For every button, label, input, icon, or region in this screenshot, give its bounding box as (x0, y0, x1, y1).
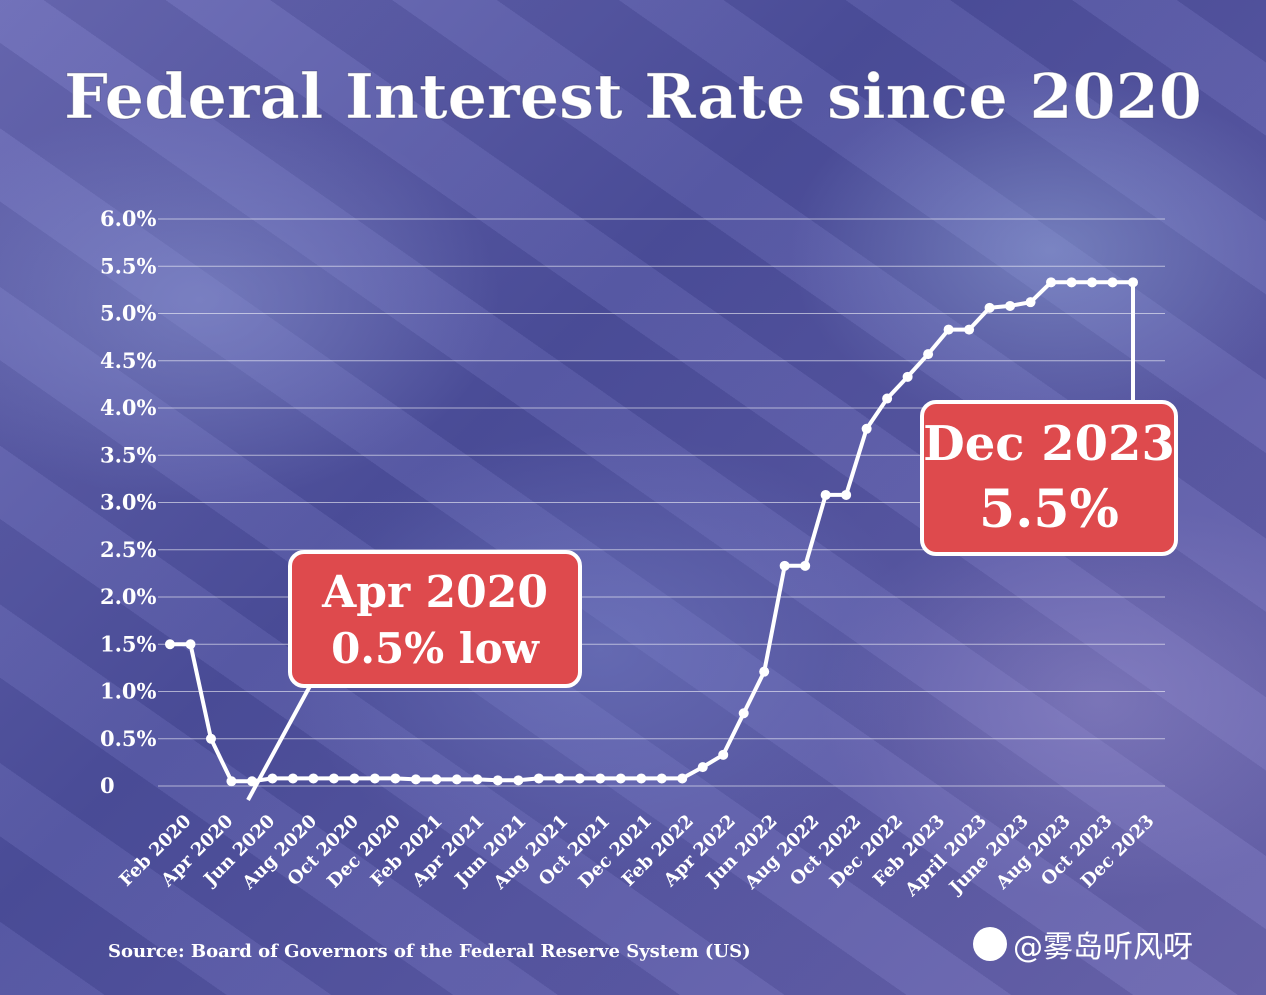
data-point (390, 773, 401, 784)
callout-1: Apr 2020 0.5% low (246, 550, 582, 801)
data-point (226, 776, 237, 787)
data-point (431, 774, 442, 785)
data-point (656, 773, 667, 784)
callout-box (920, 400, 1178, 556)
data-point (1066, 277, 1077, 288)
y-tick-label: 6.0% (100, 206, 157, 231)
y-tick-label: 2.0% (100, 584, 157, 609)
callout-title: Dec 2023 (923, 416, 1175, 472)
data-point (554, 773, 565, 784)
y-tick-label: 0.5% (100, 726, 157, 751)
rate-line-series (165, 277, 1138, 787)
y-tick-label: 4.0% (100, 395, 157, 420)
data-point (1025, 297, 1036, 308)
chart-title: Federal Interest Rate since 2020 (64, 60, 1202, 133)
data-point (841, 489, 852, 500)
data-point (820, 489, 831, 500)
watermark-text: @雾岛听风呀 (1013, 930, 1193, 965)
callout-value: 0.5% low (331, 624, 540, 673)
data-point (533, 773, 544, 784)
data-point (759, 666, 770, 677)
data-point (595, 773, 606, 784)
data-point (779, 560, 790, 571)
callouts: Apr 2020 0.5% low Dec 2023 5.5% (246, 400, 1178, 801)
data-point (451, 774, 462, 785)
callout-box (288, 550, 582, 688)
y-tick-label: 1.0% (100, 679, 157, 704)
data-point (1046, 277, 1057, 288)
callout-value: 5.5% (979, 479, 1119, 540)
data-point (697, 762, 708, 773)
data-point (492, 775, 503, 786)
y-tick-label: 3.0% (100, 490, 157, 515)
y-tick-label: 2.5% (100, 537, 157, 562)
data-point (513, 775, 524, 786)
paw-logo-icon (973, 927, 1007, 961)
callout-title: Apr 2020 (321, 567, 548, 618)
data-point (185, 639, 196, 650)
y-tick-label: 5.5% (100, 253, 157, 278)
grid-lines (158, 218, 1165, 787)
data-point (267, 773, 278, 784)
callout-2: Dec 2023 5.5% (920, 400, 1178, 556)
data-point (1005, 300, 1016, 311)
data-point (287, 773, 298, 784)
y-tick-label: 4.5% (100, 348, 157, 373)
data-point (615, 773, 626, 784)
y-axis-ticks: 0 0.5% 1.0% 1.5% 2.0% 2.5% 3.0% 3.5% 4.0% 4.5% 5.0… (100, 206, 157, 798)
y-tick-label: 5.0% (100, 301, 157, 326)
data-point (1107, 277, 1118, 288)
data-point (349, 773, 360, 784)
data-point (677, 773, 688, 784)
data-point (923, 349, 934, 360)
data-point (472, 774, 483, 785)
callout-leader (246, 685, 312, 801)
data-point (328, 773, 339, 784)
watermark: @雾岛听风呀 (973, 927, 1193, 965)
data-point (574, 773, 585, 784)
data-point (308, 773, 319, 784)
data-point (984, 302, 995, 313)
source-note: Source: Board of Governors of the Federa… (108, 941, 751, 962)
data-point (964, 324, 975, 335)
y-tick-label: 0 (100, 773, 115, 798)
data-point (861, 423, 872, 434)
data-point (882, 393, 893, 404)
data-point (1128, 277, 1138, 288)
y-tick-label: 1.5% (100, 631, 157, 656)
data-point (800, 560, 811, 571)
data-point (369, 773, 380, 784)
data-point (246, 776, 257, 787)
data-point (636, 773, 647, 784)
data-point (1087, 277, 1098, 288)
data-point (410, 774, 421, 785)
data-point (165, 639, 175, 650)
data-point (738, 708, 749, 719)
data-point (718, 749, 729, 760)
data-point (902, 371, 913, 382)
y-tick-label: 3.5% (100, 442, 157, 467)
data-point (943, 324, 954, 335)
data-point (205, 733, 216, 744)
